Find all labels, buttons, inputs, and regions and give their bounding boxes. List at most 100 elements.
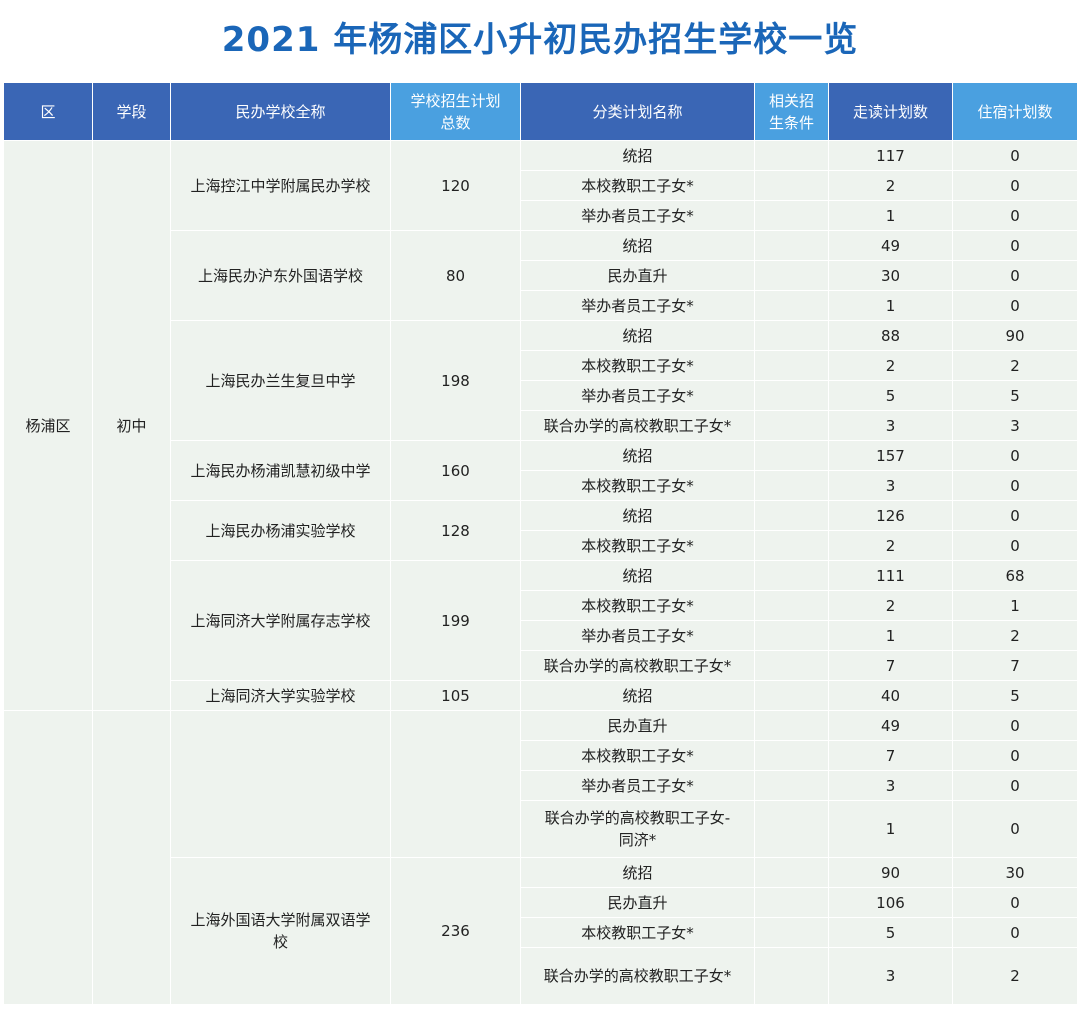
table-row: 本校教职工子女* 2 0	[4, 170, 1078, 201]
category-cell: 统招	[520, 440, 755, 471]
category-cell: 统招	[520, 230, 755, 261]
boarding-count-cell: 30	[952, 857, 1078, 888]
day-count-cell: 7	[828, 740, 953, 771]
school-total-cell: 105	[390, 680, 521, 711]
boarding-count-cell: 5	[952, 380, 1078, 411]
category-cell: 本校教职工子女*	[520, 590, 755, 621]
school-name-cell: 上海民办杨浦实验学校	[170, 500, 391, 561]
category-cell: 本校教职工子女*	[520, 470, 755, 501]
conditions-cell	[754, 650, 829, 681]
category-cell: 联合办学的高校教职工子女*	[520, 947, 755, 1005]
page-title: 2021 年杨浦区小升初民办招生学校一览	[221, 20, 859, 60]
category-cell: 本校教职工子女*	[520, 740, 755, 771]
header-stage: 学段	[92, 82, 171, 141]
category-label: 举办者员工子女*	[581, 386, 694, 405]
table-row: 举办者员工子女* 1 0	[4, 290, 1078, 321]
day-count-cell: 88	[828, 320, 953, 351]
conditions-cell	[754, 170, 829, 201]
conditions-cell	[754, 260, 829, 291]
day-count-cell: 3	[828, 770, 953, 801]
header-total: 学校招生计划 总数	[390, 82, 521, 141]
boarding-count-cell: 0	[952, 200, 1078, 231]
school-name: 上海民办杨浦凯慧初级中学	[190, 461, 371, 480]
category-cell: 统招	[520, 857, 755, 888]
category-cell: 举办者员工子女*	[520, 770, 755, 801]
school-name: 上海同济大学附属存志学校	[190, 611, 371, 630]
conditions-cell	[754, 140, 829, 171]
table-row: 民办直升 49 0	[3, 710, 1078, 1005]
boarding-count-cell: 2	[952, 620, 1078, 651]
category-cell: 联合办学的高校教职工子女- 同济*	[520, 800, 755, 858]
category-label-line2: 同济*	[618, 831, 657, 849]
school-name-cell: 上海民办杨浦凯慧初级中学	[170, 440, 391, 501]
category-cell: 统招	[520, 560, 755, 591]
conditions-cell	[754, 320, 829, 351]
school-name: 上海民办沪东外国语学校	[197, 266, 363, 285]
table-row: 联合办学的高校教职工子女* 3 2	[4, 947, 1078, 1005]
day-count-cell: 49	[828, 710, 953, 741]
conditions-cell	[754, 560, 829, 591]
category-cell: 本校教职工子女*	[520, 917, 755, 948]
conditions-cell	[754, 350, 829, 381]
day-count-cell: 2	[828, 350, 953, 381]
boarding-count-cell: 0	[952, 530, 1078, 561]
category-label: 统招	[622, 506, 653, 525]
boarding-count-cell: 0	[952, 140, 1078, 171]
category-label: 统招	[622, 446, 653, 465]
conditions-cell	[754, 800, 829, 858]
category-label: 本校教职工子女*	[581, 176, 694, 195]
school-total-cell: 160	[390, 440, 521, 501]
category-label: 本校教职工子女*	[581, 746, 694, 765]
header-conditions: 相关招 生条件	[754, 82, 829, 141]
header-conditions-line2: 生条件	[768, 113, 814, 132]
school-name-cell: 上海民办沪东外国语学校	[170, 230, 391, 321]
category-cell: 联合办学的高校教职工子女*	[520, 650, 755, 681]
table-row: 上海民办兰生复旦中学 198 统招 88 90	[4, 320, 1078, 441]
school-total-cell: 199	[390, 560, 521, 681]
day-count-cell: 30	[828, 260, 953, 291]
district-cell: 杨浦区	[3, 140, 93, 711]
school-name: 上海控江中学附属民办学校	[190, 176, 371, 195]
category-cell: 统招	[520, 500, 755, 531]
header-day: 走读计划数	[828, 82, 953, 141]
table-row: 本校教职工子女* 7 0	[4, 740, 1078, 771]
conditions-cell	[754, 857, 829, 888]
header-conditions-line1: 相关招	[768, 91, 814, 110]
boarding-count-cell: 0	[952, 800, 1078, 858]
school-total-cell: 128	[390, 500, 521, 561]
school-total-cell	[390, 710, 521, 858]
day-count-cell: 3	[828, 470, 953, 501]
table-row: 本校教职工子女* 3 0	[4, 470, 1078, 501]
header-total-line1: 学校招生计划	[410, 91, 501, 110]
day-count-cell: 2	[828, 170, 953, 201]
day-count-cell: 49	[828, 230, 953, 261]
conditions-cell	[754, 380, 829, 411]
boarding-count-cell: 0	[952, 710, 1078, 741]
day-count-cell: 106	[828, 887, 953, 918]
day-count-cell: 1	[828, 620, 953, 651]
category-label: 联合办学的高校教职工子女*	[543, 967, 732, 985]
category-label: 民办直升	[607, 893, 668, 912]
stage-cell: 初中	[92, 140, 171, 711]
school-name-cell: 上海同济大学实验学校	[170, 680, 391, 711]
category-cell: 统招	[520, 680, 755, 711]
conditions-cell	[754, 290, 829, 321]
day-count-cell: 7	[828, 650, 953, 681]
boarding-count-cell: 90	[952, 320, 1078, 351]
category-label: 举办者员工子女*	[581, 626, 694, 645]
boarding-count-cell: 0	[952, 770, 1078, 801]
category-label: 民办直升	[607, 266, 668, 285]
category-label: 本校教职工子女*	[581, 536, 694, 555]
day-count-cell: 1	[828, 200, 953, 231]
category-label: 统招	[622, 236, 653, 255]
school-name-cell: 上海外国语大学附属双语学校	[170, 857, 391, 1005]
table-row: 联合办学的高校教职工子女- 同济* 1 0	[4, 800, 1078, 858]
day-count-cell: 40	[828, 680, 953, 711]
category-label: 本校教职工子女*	[581, 356, 694, 375]
school-total-cell: 236	[390, 857, 521, 1005]
header-district: 区	[3, 82, 93, 141]
boarding-count-cell: 0	[952, 887, 1078, 918]
category-cell: 统招	[520, 140, 755, 171]
category-cell: 统招	[520, 320, 755, 351]
day-count-cell: 3	[828, 947, 953, 1005]
